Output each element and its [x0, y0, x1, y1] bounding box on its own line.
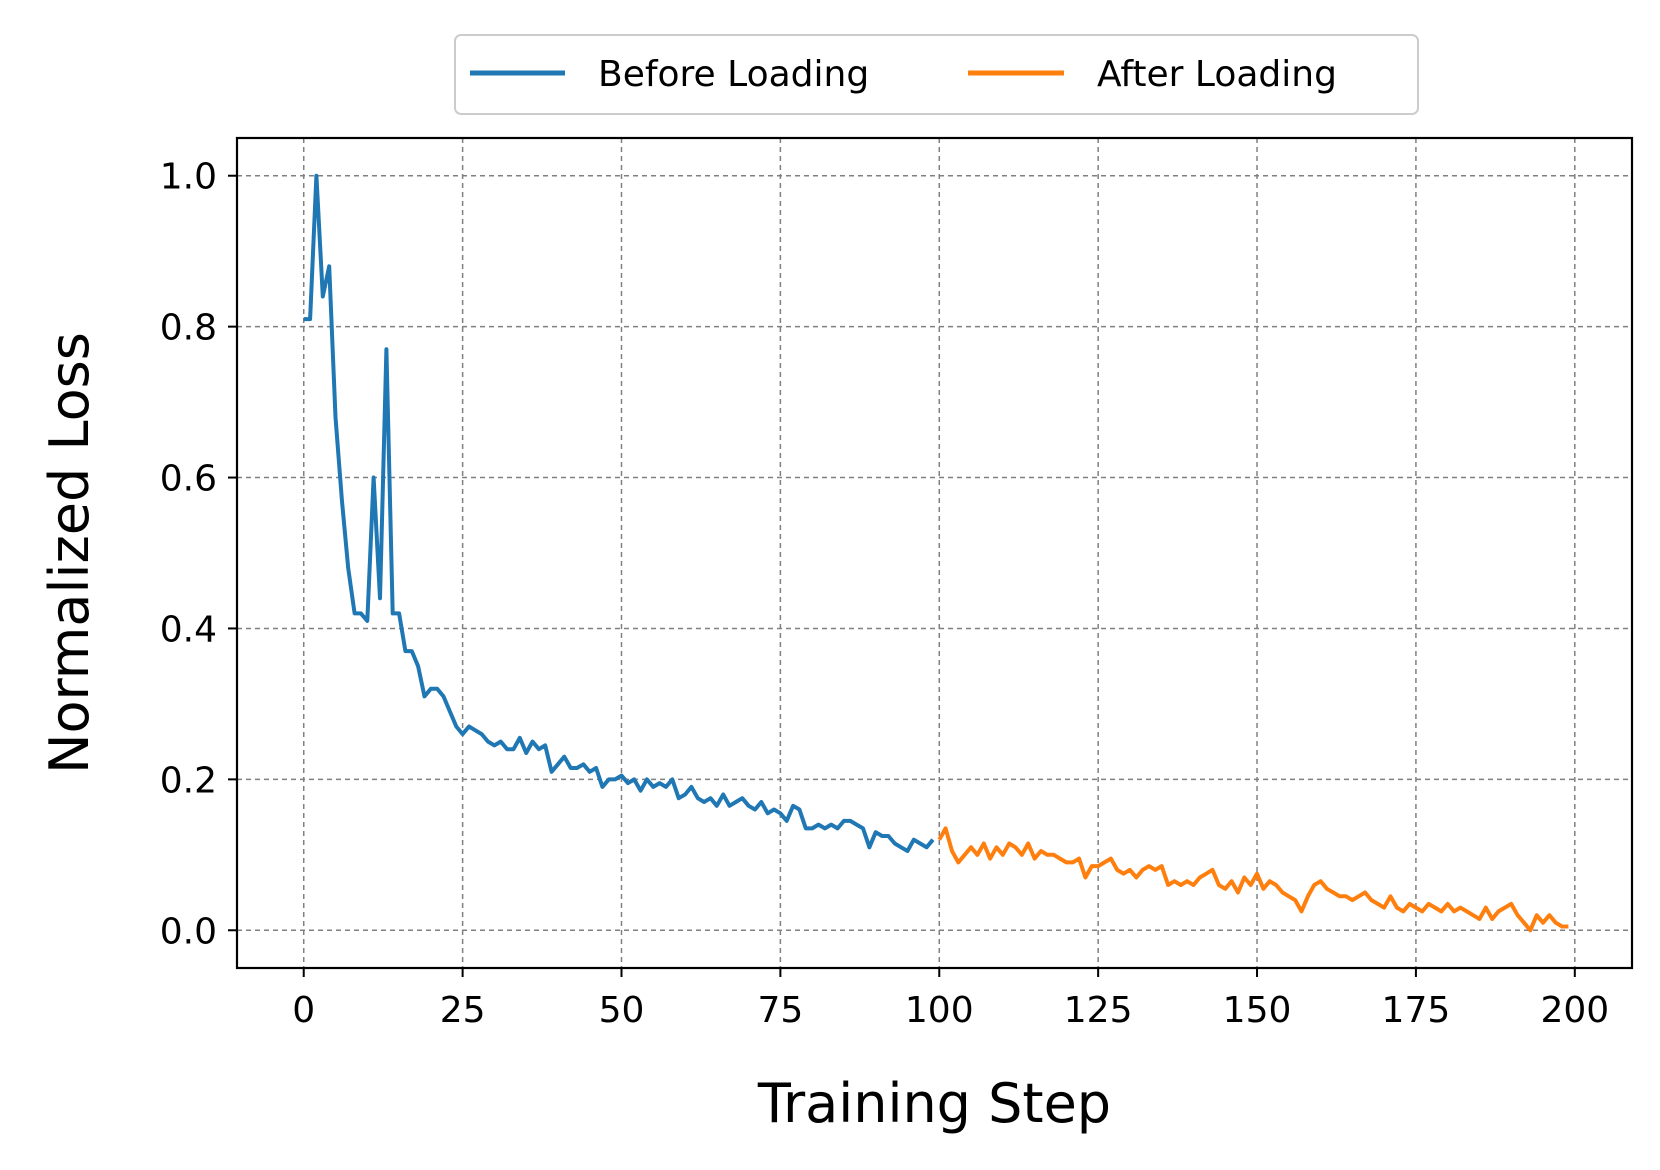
y-tick-label: 1.0 — [160, 157, 217, 198]
y-tick-label: 0.6 — [160, 459, 217, 500]
x-axis: 0 25 50 75 100 125 150 175 200 — [292, 968, 1609, 1031]
x-axis-label: Training Step — [757, 1072, 1111, 1135]
x-tick-label: 75 — [757, 990, 803, 1031]
legend: Before Loading After Loading — [454, 34, 1419, 115]
x-tick-label: 50 — [599, 990, 645, 1031]
series-line-after-loading — [937, 826, 1569, 933]
y-axis-label: Normalized Loss — [38, 332, 101, 774]
plot-area-frame — [235, 136, 1634, 970]
y-tick-label: 0.8 — [160, 308, 217, 349]
x-tick-label: 100 — [905, 990, 974, 1031]
x-tick-label: 125 — [1064, 990, 1133, 1031]
legend-label-after-loading: After Loading — [1097, 54, 1337, 95]
y-axis: 0.0 0.2 0.4 0.6 0.8 1.0 — [160, 157, 237, 952]
legend-box — [454, 34, 1419, 115]
x-tick-label: 25 — [440, 990, 486, 1031]
x-tick-label: 0 — [292, 990, 315, 1031]
y-tick-label: 0.0 — [160, 911, 217, 952]
series-line-before-loading — [303, 173, 935, 853]
grid — [237, 138, 1632, 968]
y-tick-label: 0.2 — [160, 760, 217, 801]
legend-label-before-loading: Before Loading — [598, 54, 869, 95]
series-layer — [303, 173, 1569, 933]
x-tick-label: 175 — [1382, 990, 1451, 1031]
y-tick-label: 0.4 — [160, 609, 217, 650]
x-tick-label: 200 — [1540, 990, 1609, 1031]
x-tick-label: 150 — [1223, 990, 1292, 1031]
